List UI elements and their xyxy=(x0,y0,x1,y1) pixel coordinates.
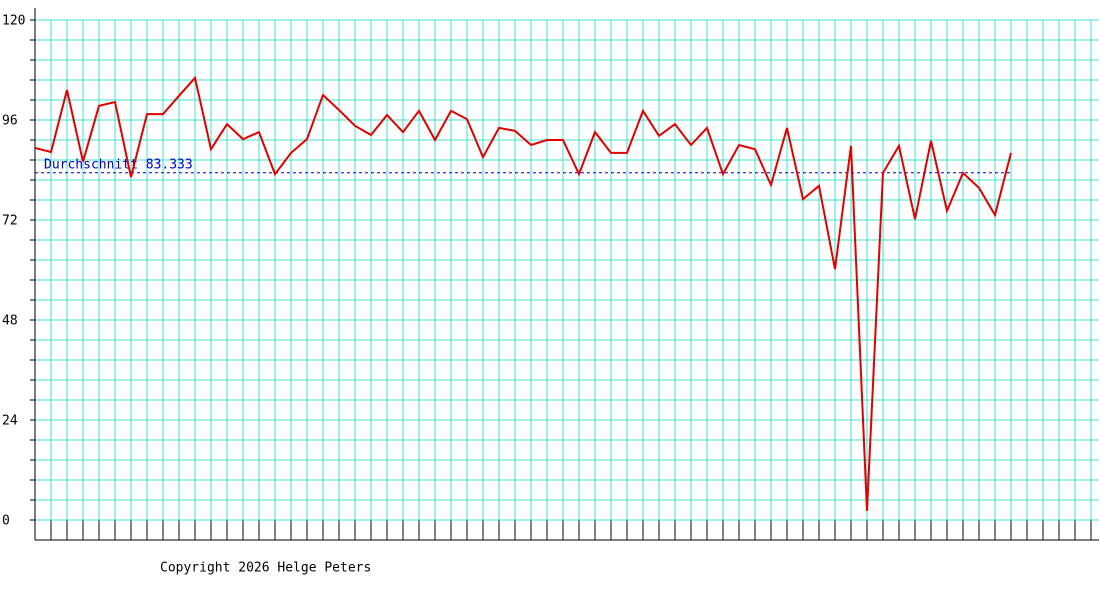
y-tick-label: 48 xyxy=(2,314,18,329)
y-tick-label: 120 xyxy=(2,14,25,29)
y-tick-label: 0 xyxy=(2,514,10,529)
y-tick-label: 24 xyxy=(2,414,18,429)
data-line xyxy=(34,75,1012,511)
footer: Copyright 2026 Helge Peters xyxy=(160,561,371,576)
y-tick-label: 96 xyxy=(2,114,18,129)
y-tick-label: 72 xyxy=(2,214,18,229)
average-label: Durchschnitt 83.333 xyxy=(44,157,193,172)
